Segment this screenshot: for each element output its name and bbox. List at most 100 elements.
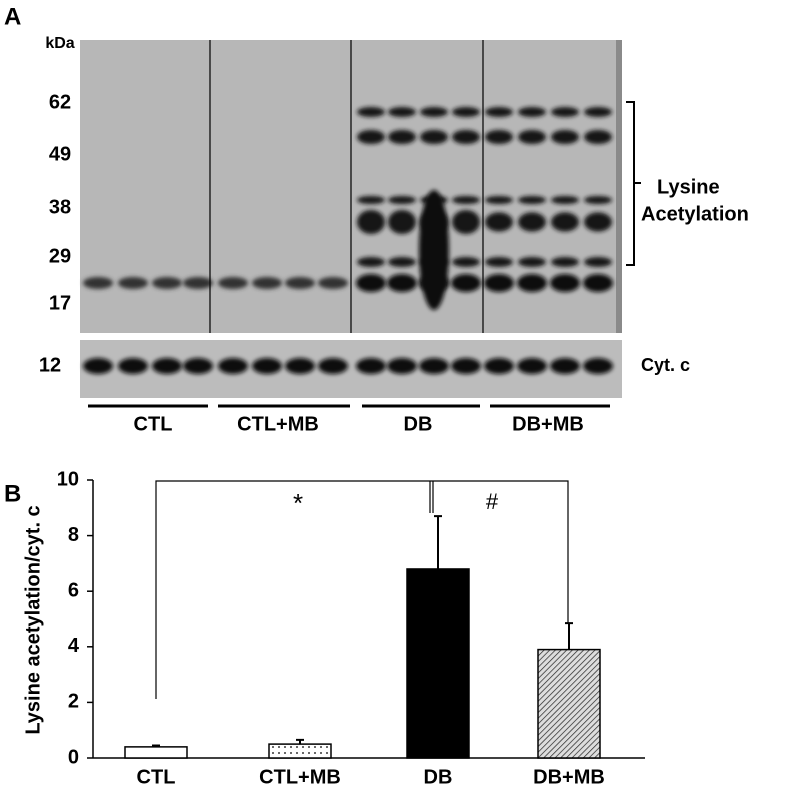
error-bar [296, 738, 304, 745]
band [118, 358, 148, 374]
band [584, 257, 612, 267]
x-tick-label: CTL+MB [259, 766, 341, 788]
band [451, 274, 481, 292]
band [518, 196, 546, 204]
group-label: CTL+MB [237, 413, 319, 435]
band [252, 358, 282, 374]
band [485, 107, 513, 117]
band [517, 358, 547, 374]
band [551, 107, 579, 117]
band [419, 190, 449, 310]
marker-label: 49 [49, 143, 71, 165]
loading-label: Cyt. c [641, 355, 690, 375]
band [452, 130, 480, 144]
band [517, 274, 547, 292]
blot-edge [616, 40, 622, 333]
band [485, 257, 513, 267]
group-label: DB [404, 413, 433, 435]
band [387, 274, 417, 292]
band [518, 212, 546, 232]
band [583, 274, 613, 292]
band [550, 358, 580, 374]
y-tick-label: 10 [57, 468, 79, 490]
band [485, 212, 513, 232]
band [584, 130, 612, 144]
group-label: DB+MB [512, 413, 584, 435]
band [420, 107, 448, 117]
band [183, 358, 213, 374]
panel-label: A [4, 3, 21, 30]
error-bar [152, 744, 160, 747]
band [452, 257, 480, 267]
band [485, 196, 513, 204]
band [388, 196, 416, 204]
band [388, 130, 416, 144]
band [357, 257, 385, 267]
y-tick-label: 8 [68, 524, 79, 546]
band [583, 358, 613, 374]
y-axis-label: Lysine acetylation/cyt. c [22, 505, 44, 734]
bracket-label: Acetylation [641, 203, 749, 225]
band [83, 277, 113, 289]
y-tick-label: 6 [68, 579, 79, 601]
marker-label: 38 [49, 196, 71, 218]
panel-label: B [4, 480, 21, 507]
error-bar [565, 622, 573, 650]
band [452, 210, 480, 234]
error-bar [434, 515, 442, 569]
band [388, 107, 416, 117]
x-tick-label: DB+MB [533, 766, 605, 788]
bar [537, 648, 601, 759]
band [485, 130, 513, 144]
band [550, 274, 580, 292]
x-tick-label: DB [424, 766, 453, 788]
marker-label: 29 [49, 245, 71, 267]
band [118, 277, 148, 289]
band [551, 257, 579, 267]
band [584, 196, 612, 204]
x-tick-label: CTL [137, 766, 176, 788]
band [356, 358, 386, 374]
band [152, 358, 182, 374]
band [356, 274, 386, 292]
marker-label: 62 [49, 91, 71, 113]
band [318, 277, 348, 289]
band [387, 358, 417, 374]
band [484, 358, 514, 374]
band [420, 130, 448, 144]
band [183, 277, 213, 289]
band [451, 358, 481, 374]
band [419, 358, 449, 374]
y-tick-label: 0 [68, 746, 79, 768]
band [357, 196, 385, 204]
band [357, 130, 385, 144]
band [83, 358, 113, 374]
annotation: # [486, 489, 499, 514]
band [551, 196, 579, 204]
band [318, 358, 348, 374]
bracket [626, 101, 641, 266]
marker-label: 12 [39, 354, 61, 376]
band [584, 212, 612, 232]
band [452, 107, 480, 117]
bracket-label: Lysine [657, 176, 720, 198]
bar [124, 746, 188, 759]
band [357, 107, 385, 117]
band [551, 130, 579, 144]
marker-label: 17 [49, 292, 71, 314]
band [252, 277, 282, 289]
band [484, 274, 514, 292]
band [518, 130, 546, 144]
bar [268, 743, 332, 759]
y-tick-label: 2 [68, 691, 79, 713]
significance-bracket [155, 480, 569, 699]
western-blot [80, 40, 622, 398]
band [452, 196, 480, 204]
band [518, 257, 546, 267]
y-tick-label: 4 [68, 635, 80, 657]
band [388, 210, 416, 234]
band [152, 277, 182, 289]
annotation: * [293, 488, 303, 518]
bar [406, 568, 470, 759]
